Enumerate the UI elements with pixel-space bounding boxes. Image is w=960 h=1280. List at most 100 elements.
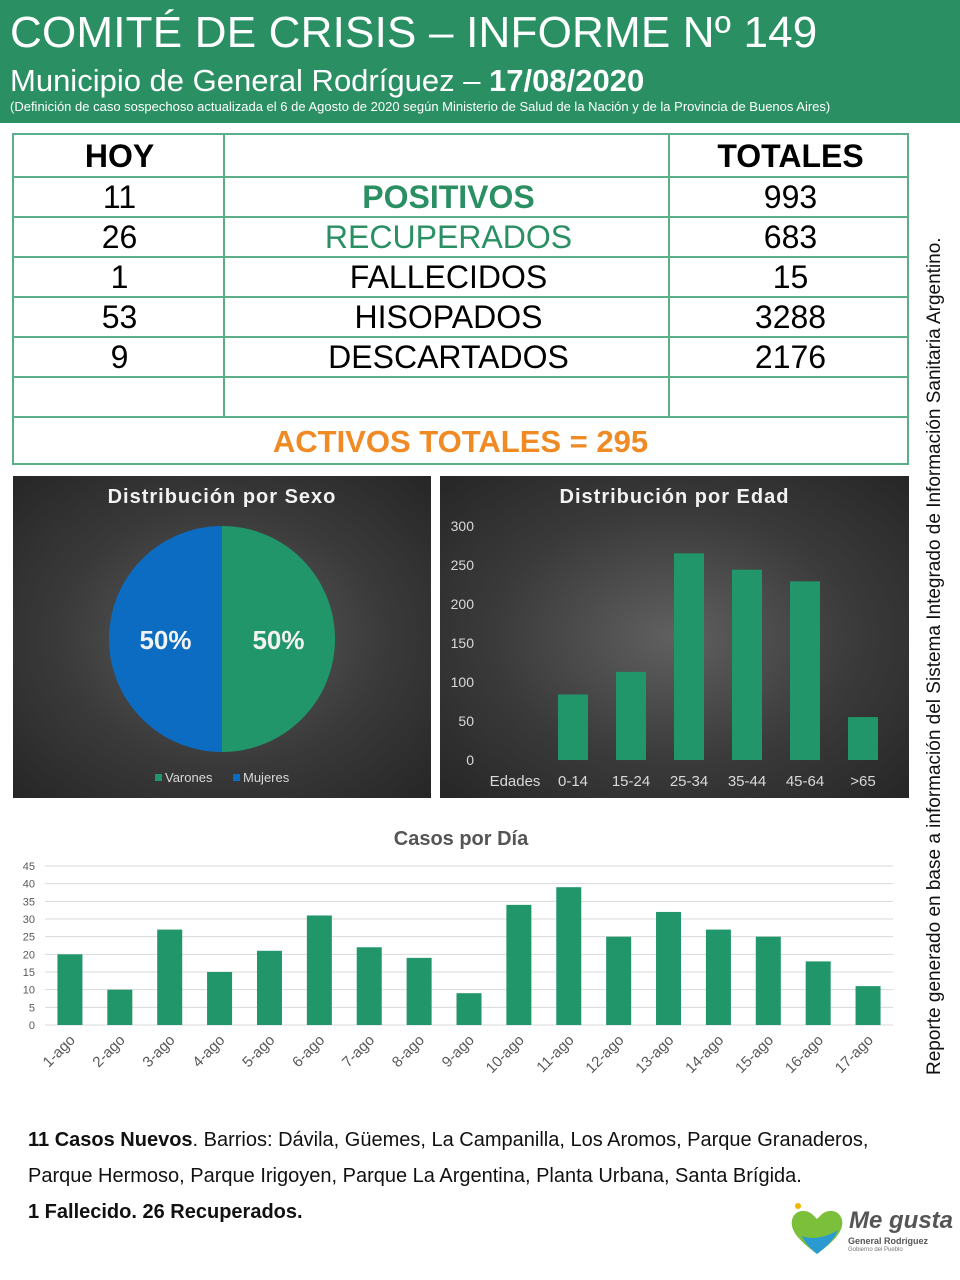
chart-edad-panel: Distribución por Edad 0 50 100 150 200 250 300… [440, 476, 909, 798]
edad-bar [790, 581, 820, 760]
summary-line-2: Parque Hermoso, Parque Irigoyen, Parque … [28, 1165, 802, 1187]
summary-barrios: . Barrios: Dávila, Güemes, La Campanilla… [192, 1129, 869, 1151]
dia-bar [456, 993, 482, 1025]
table-divider [14, 256, 907, 258]
activos-totales: ACTIVOS TOTALES = 295 [272, 424, 649, 459]
dia-xtick: 15-ago [732, 1032, 777, 1077]
chart-dia-panel: Casos por Día 0 5 10 15 20 25 30 35 40 45 1-ago 2-a… [13, 820, 909, 1100]
summary-line-1: 11 Casos Nuevos. Barrios: Dávila, Güemes… [28, 1122, 928, 1158]
dia-xtick: 16-ago [782, 1032, 827, 1077]
label-recuperados: RECUPERADOS [324, 219, 573, 255]
dia-ytick: 45 [23, 861, 35, 873]
pie-label-mujeres: 50% [139, 625, 191, 655]
total-recuperados: 683 [763, 219, 818, 255]
pie-slice-varones [222, 526, 335, 752]
edad-bar [674, 553, 704, 760]
table-divider [14, 296, 907, 298]
dia-bar [506, 904, 532, 1025]
summary-line-3: 1 Fallecido. 26 Recuperados. [28, 1194, 928, 1230]
label-fallecidos: FALLECIDOS [349, 259, 548, 295]
dia-bar [207, 972, 233, 1025]
edad-xtick: >65 [850, 773, 875, 790]
legend-label-varones: Varones [165, 770, 213, 785]
legend-label-mujeres: Mujeres [243, 770, 290, 785]
dia-bar [606, 936, 632, 1025]
edad-ytick: 200 [451, 596, 475, 612]
dia-bar [107, 989, 133, 1025]
dia-ytick: 30 [23, 914, 35, 926]
total-descartados: 2176 [754, 339, 827, 375]
legend-swatch-mujeres [233, 774, 240, 781]
dia-xtick: 4-ago [189, 1032, 228, 1071]
dia-ytick: 20 [23, 949, 35, 961]
dia-xtick: 14-ago [682, 1032, 727, 1077]
dia-bar [157, 929, 183, 1025]
dia-xtick: 10-ago [483, 1032, 528, 1077]
dia-xtick: 9-ago [439, 1032, 478, 1071]
label-descartados: DESCARTADOS [328, 339, 569, 375]
dia-ytick: 10 [23, 985, 35, 997]
dia-bar [755, 936, 781, 1025]
case-definition-note: (Definición de caso sospechoso actualiza… [10, 99, 831, 114]
dia-xtick: 17-ago [832, 1032, 877, 1077]
dia-xtick: 2-ago [89, 1032, 128, 1071]
dia-bar [306, 915, 332, 1025]
dia-ytick: 40 [23, 879, 35, 891]
hoy-positivos: 11 [102, 179, 137, 215]
edad-ytick: 250 [451, 557, 475, 573]
chart-sexo-panel: Distribución por Sexo 50% 50% Varones Mujer… [13, 476, 431, 798]
hoy-hisopados: 53 [101, 299, 138, 335]
hoy-descartados: 9 [110, 339, 129, 375]
report-date: 17/08/2020 [489, 63, 645, 98]
dia-xtick: 13-ago [632, 1032, 677, 1077]
chart-edad-title: Distribución por Edad [559, 486, 790, 508]
table-divider [668, 135, 670, 418]
dia-bar [356, 947, 382, 1025]
dia-bar [855, 986, 881, 1025]
chart-edad: 0 50 100 150 200 250 300 Edades 0-14 15-24 25-34 35… [451, 518, 878, 790]
edad-ytick: 50 [458, 713, 474, 729]
heart-logo-icon [791, 1203, 843, 1254]
logo-sub: General Rodríguez [848, 1236, 929, 1246]
dia-ytick: 5 [29, 1002, 35, 1014]
chart-sexo: 50% 50% Varones Mujeres [109, 526, 335, 785]
table-divider [14, 336, 907, 338]
summary-deaths-recovered: 1 Fallecido. 26 Recuperados. [28, 1201, 303, 1223]
hoy-recuperados: 26 [101, 219, 138, 255]
table-divider [14, 416, 907, 418]
edad-xtick: 35-44 [728, 773, 766, 790]
dia-bar [406, 957, 432, 1025]
dia-bar [256, 950, 282, 1025]
table-divider [14, 216, 907, 218]
hoy-fallecidos: 1 [110, 259, 129, 295]
edad-xtick: 0-14 [558, 773, 588, 790]
dia-xtick: 8-ago [389, 1032, 428, 1071]
total-hisopados: 3288 [754, 299, 827, 335]
edad-xtick: Edades [490, 773, 541, 790]
label-positivos: POSITIVOS [362, 179, 535, 215]
dia-xtick: 12-ago [582, 1032, 627, 1077]
edad-xtick: 25-34 [670, 773, 708, 790]
col-header-hoy: HOY [84, 138, 155, 174]
dia-xtick: 7-ago [339, 1032, 378, 1071]
table-divider [14, 376, 907, 378]
dia-xtick: 5-ago [239, 1032, 278, 1071]
edad-ytick: 100 [451, 674, 475, 690]
stats-table: HOY TOTALES 11 POSITIVOS 993 26 RECUPERA… [12, 133, 909, 465]
edad-xtick: 45-64 [786, 773, 824, 790]
daily-summary: 11 Casos Nuevos. Barrios: Dávila, Güemes… [28, 1122, 928, 1230]
edad-xtick: 15-24 [612, 773, 650, 790]
col-header-totales: TOTALES [717, 138, 864, 174]
dia-bar [705, 929, 731, 1025]
dia-ytick: 25 [23, 932, 35, 944]
pie-slice-mujeres [109, 526, 222, 752]
report-header: COMITÉ DE CRISIS – INFORME Nº 149 Munici… [0, 0, 960, 123]
dia-xtick: 1-ago [40, 1032, 79, 1071]
total-fallecidos: 15 [772, 259, 809, 295]
summary-new-cases: 11 Casos Nuevos [28, 1129, 193, 1151]
label-hisopados: HISOPADOS [354, 299, 543, 335]
edad-ytick: 150 [451, 635, 475, 651]
total-positivos: 993 [763, 179, 818, 215]
table-divider [223, 135, 225, 418]
edad-ytick: 0 [466, 752, 474, 768]
